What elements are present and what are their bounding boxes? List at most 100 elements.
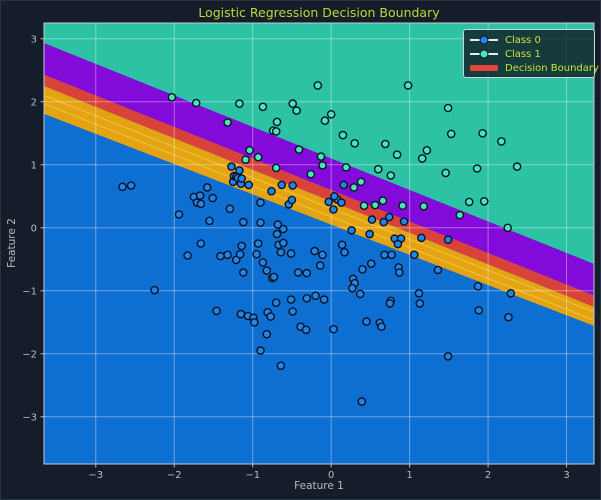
x-tick-label: −3 xyxy=(88,470,103,481)
scatter-point-class1 xyxy=(258,102,268,112)
scatter-point-class1 xyxy=(441,168,451,178)
scatter-point-class1 xyxy=(318,161,327,170)
scatter-point-class0 xyxy=(256,198,265,207)
x-tick-label: 0 xyxy=(328,470,334,481)
scatter-point-class0 xyxy=(287,195,297,205)
scatter-point-class0 xyxy=(286,249,296,258)
scatter-point-class1 xyxy=(455,210,465,220)
scatter-point-class0 xyxy=(506,288,516,298)
scatter-point-class0 xyxy=(236,309,246,319)
scatter-point-class0 xyxy=(244,180,254,190)
scatter-point-class0 xyxy=(253,239,263,248)
scatter-point-class0 xyxy=(377,322,386,332)
scatter-point-class0 xyxy=(302,293,312,303)
scatter-point-class0 xyxy=(278,238,288,248)
scatter-point-class0 xyxy=(414,288,424,298)
y-tick-label: −2 xyxy=(22,349,37,360)
scatter-point-class0 xyxy=(227,162,236,171)
scatter-point-class1 xyxy=(253,152,263,162)
scatter-point-class0 xyxy=(202,183,212,192)
scatter-point-class0 xyxy=(395,268,404,277)
scatter-point-class1 xyxy=(417,154,427,163)
scatter-point-class0 xyxy=(150,285,159,295)
scatter-series-class1 xyxy=(167,81,522,233)
scatter-point-class1 xyxy=(403,81,413,90)
scatter-point-class0 xyxy=(443,235,453,244)
scatter-point-class0 xyxy=(196,199,206,209)
scatter-point-class0 xyxy=(276,247,286,257)
scatter-point-class0 xyxy=(237,241,246,251)
scatter-point-class1 xyxy=(478,128,487,138)
scatter-point-class1 xyxy=(370,200,380,210)
decision-boundary-line-icon xyxy=(468,62,500,74)
x-tick-label: −2 xyxy=(167,470,182,481)
scatter-point-class0 xyxy=(252,249,261,259)
scatter-point-class0 xyxy=(276,361,286,371)
scatter-point-class0 xyxy=(387,250,396,260)
scatter-point-class0 xyxy=(302,268,312,278)
scatter-point-class1 xyxy=(235,99,244,108)
scatter-point-class0 xyxy=(433,265,443,275)
scatter-point-class0 xyxy=(329,191,339,201)
orange-stripe xyxy=(44,94,594,313)
scatter-point-class1 xyxy=(378,196,388,205)
scatter-point-class0 xyxy=(183,251,192,260)
scatter-point-class1 xyxy=(167,93,177,102)
scatter-point-class0 xyxy=(223,250,232,260)
scatter-point-class0 xyxy=(310,246,320,256)
scatter-point-class1 xyxy=(313,81,323,90)
legend-item-decision-boundary: Decision Boundary xyxy=(468,61,599,75)
scatter-point-class1 xyxy=(386,171,396,180)
scatter-point-class0 xyxy=(235,249,245,259)
scatter-point-class0 xyxy=(286,295,296,304)
scatter-point-class0 xyxy=(277,180,287,190)
scatter-point-class1 xyxy=(512,162,522,171)
scatter-point-class0 xyxy=(208,193,217,203)
scatter-point-class1 xyxy=(373,164,383,174)
scatter-point-class0 xyxy=(225,204,235,214)
scatter-point-class0 xyxy=(347,225,356,235)
scatter-point-class1 xyxy=(271,127,281,136)
scatter-point-class0 xyxy=(262,266,272,275)
scatter-point-class0 xyxy=(126,181,136,190)
scatter-point-class1 xyxy=(338,130,348,140)
scatter-point-class0 xyxy=(278,224,288,234)
scatter-point-class0 xyxy=(399,217,409,226)
scatter-point-class0 xyxy=(415,299,425,308)
scatter-point-class0 xyxy=(339,180,349,190)
x-tick-label: 3 xyxy=(563,470,569,481)
scatter-point-class0 xyxy=(273,220,283,229)
scatter-point-class0 xyxy=(365,229,374,239)
scatter-point-class1 xyxy=(380,139,390,149)
y-tick-label: 2 xyxy=(31,97,37,108)
scatter-point-class1 xyxy=(191,98,201,108)
scatter-point-class0 xyxy=(205,216,214,226)
scatter-point-class0 xyxy=(235,166,244,175)
scatter-point-class1 xyxy=(392,150,402,159)
scatter-point-class0 xyxy=(347,283,357,293)
legend: Class 0 Class 1 Decision Boundary xyxy=(463,29,599,78)
scatter-point-class0 xyxy=(269,272,279,282)
scatter-point-class1 xyxy=(223,118,232,127)
x-tick-label: −1 xyxy=(245,470,260,481)
scatter-point-class0 xyxy=(301,325,311,335)
scatter-point-class0 xyxy=(409,250,419,260)
scatter-point-class1 xyxy=(464,197,474,207)
plot-spines xyxy=(43,22,595,465)
scatter-point-class0 xyxy=(355,289,365,299)
scatter-point-class0 xyxy=(256,218,265,227)
scatter-point-class0 xyxy=(118,182,127,192)
scatter-point-class0 xyxy=(329,205,338,214)
y-tick-label: −3 xyxy=(22,412,37,423)
scatter-point-class0 xyxy=(266,312,276,321)
scatter-point-class0 xyxy=(318,250,327,260)
scatter-point-class0 xyxy=(358,264,367,274)
scatter-point-class1 xyxy=(479,196,489,206)
scatter-point-class0 xyxy=(366,259,376,269)
scatter-point-class1 xyxy=(271,163,281,173)
y-axis-label: Feature 2 xyxy=(6,218,18,268)
scatter-point-class0 xyxy=(212,306,221,316)
scatter-point-class0 xyxy=(380,250,389,260)
class1-region xyxy=(44,23,594,264)
